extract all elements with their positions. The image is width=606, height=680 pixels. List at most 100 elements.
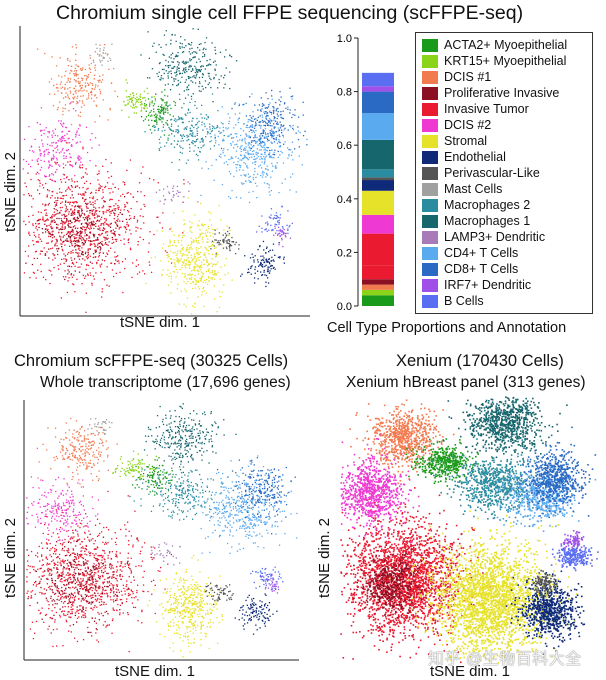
legend-swatch: [422, 262, 438, 276]
cluster-dcis-1: [37, 44, 119, 126]
cluster-cd4-t-cells: [200, 93, 308, 204]
legend-label: DCIS #2: [444, 118, 492, 132]
legend-label: Proliferative Invasive: [444, 86, 560, 100]
bar-segment: [362, 279, 394, 285]
cluster-proliferative-invasive: [25, 163, 135, 281]
cluster-cd8-t-cells: [216, 457, 296, 535]
bar-segment: [362, 72, 394, 87]
cluster-macrophages-1: [143, 403, 237, 474]
cluster-krt15-myoepithelial: [121, 79, 156, 118]
bar-y-tick-label: 0.2: [337, 247, 352, 259]
legend-caption: Cell Type Proportions and Annotation: [327, 320, 567, 336]
bar-y-tick-label: 1.0: [337, 33, 352, 45]
legend-item: Stromal: [422, 134, 487, 148]
cluster-mast-cells: [87, 418, 113, 435]
cluster-macrophages-1: [443, 396, 568, 460]
cluster-stromal: [388, 510, 593, 664]
cluster-stromal: [147, 554, 224, 658]
cluster-lamp3-dendritic: [151, 542, 181, 566]
cluster-mast-cells: [89, 43, 115, 70]
cluster-macrophages-2: [144, 93, 247, 171]
legend-swatch: [422, 150, 438, 164]
legend-label: Perivascular-Like: [444, 166, 540, 180]
legend-label: IRF7+ Dendritic: [444, 278, 532, 292]
legend-item: Invasive Tumor: [422, 102, 529, 116]
bottom-left-xlabel: tSNE dim. 1: [115, 663, 196, 680]
legend-item: IRF7+ Dendritic: [422, 278, 531, 292]
cluster-invasive-tumor: [23, 140, 185, 313]
legend-item: CD8+ T Cells: [422, 262, 518, 276]
legend-item: Endothelial: [422, 150, 506, 164]
cluster-b-cells: [550, 543, 599, 572]
bar-segment: [362, 113, 394, 140]
legend-label: Endothelial: [444, 150, 506, 164]
legend: ACTA2+ Myoepithelial KRT15+ Myoepithelial…: [415, 32, 593, 314]
legend-label: CD4+ T Cells: [444, 246, 519, 260]
tsne-plot-top: [19, 26, 310, 317]
bar-y-tick-label: 0.8: [337, 87, 352, 99]
legend-swatch: [422, 134, 438, 148]
legend-swatch: [422, 214, 438, 228]
cluster-irf7-dendritic: [560, 530, 585, 551]
legend-item: DCIS #1: [422, 70, 491, 84]
cluster-lamp3-dendritic: [155, 181, 199, 205]
top-ylabel: tSNE dim. 2: [2, 151, 19, 232]
legend-swatch: [422, 38, 438, 52]
cluster-endothelial: [505, 570, 586, 655]
legend-swatch: [422, 102, 438, 116]
legend-swatch: [422, 70, 438, 84]
bar-segment: [362, 180, 394, 191]
cluster-dcis-1: [36, 417, 118, 488]
bar-y-tick-label: 0.4: [337, 194, 352, 206]
bar-segment: [362, 177, 394, 181]
legend-swatch: [422, 86, 438, 100]
legend-swatch: [422, 182, 438, 196]
top-title: Chromium single cell FFPE sequencing (sc…: [56, 2, 524, 24]
legend-item: CD4+ T Cells: [422, 246, 518, 260]
bar-segment: [362, 214, 394, 234]
legend-swatch: [422, 230, 438, 244]
bar-segment: [362, 233, 394, 266]
legend-item: Perivascular-Like: [422, 166, 540, 180]
cluster-dcis-2: [340, 433, 420, 544]
tsne-plot-bottom-left: [23, 400, 299, 661]
legend-item: Mast Cells: [422, 182, 502, 196]
cluster-irf7-dendritic: [261, 574, 280, 594]
bar-segment: [362, 91, 394, 114]
legend-label: KRT15+ Myoepithelial: [444, 54, 567, 68]
legend-label: DCIS #1: [444, 70, 492, 84]
legend-item: Proliferative Invasive: [422, 86, 559, 100]
legend-label: LAMP3+ Dendritic: [444, 230, 546, 244]
proportion-bar-chart: 0.0 0.2 0.4 0.6 0.8 1.0: [337, 33, 394, 313]
bar-segment: [362, 86, 394, 92]
bar-segment: [362, 190, 394, 215]
cluster-cd8-t-cells: [517, 426, 597, 519]
cluster-dcis-2: [22, 102, 100, 187]
watermark-text: 知乎 @生物百科大全: [428, 651, 582, 668]
legend-item: ACTA2+ Myoepithelial: [422, 38, 567, 52]
bottom-right-subtitle: Xenium hBreast panel (313 genes): [346, 374, 586, 391]
bar-segment: [362, 139, 394, 170]
bar-y-tick-label: 0.0: [337, 301, 352, 313]
cluster-endothelial: [234, 593, 278, 635]
legend-swatch: [422, 118, 438, 132]
bar-y-tick-label: 0.6: [337, 140, 352, 152]
legend-label: B Cells: [444, 294, 484, 308]
legend-label: Invasive Tumor: [444, 102, 529, 116]
cluster-acta2-myoepithelial: [140, 89, 183, 141]
bar-segment: [362, 295, 394, 306]
legend-swatch: [422, 166, 438, 180]
legend-label: ACTA2+ Myoepithelial: [444, 38, 568, 52]
cluster-perivascular-like: [528, 569, 557, 598]
cluster-b-cells: [256, 205, 293, 234]
cluster-b-cells: [250, 566, 284, 591]
cluster-irf7-dendritic: [273, 226, 292, 248]
cluster-proliferative-invasive: [353, 544, 432, 619]
cluster-invasive-tumor: [26, 490, 181, 653]
legend-item: Macrophages 2: [422, 198, 530, 212]
cluster-dcis-1: [349, 399, 455, 491]
legend-swatch: [422, 278, 438, 292]
legend-swatch: [422, 198, 438, 212]
cluster-cd8-t-cells: [219, 87, 308, 156]
legend-swatch: [422, 294, 438, 308]
